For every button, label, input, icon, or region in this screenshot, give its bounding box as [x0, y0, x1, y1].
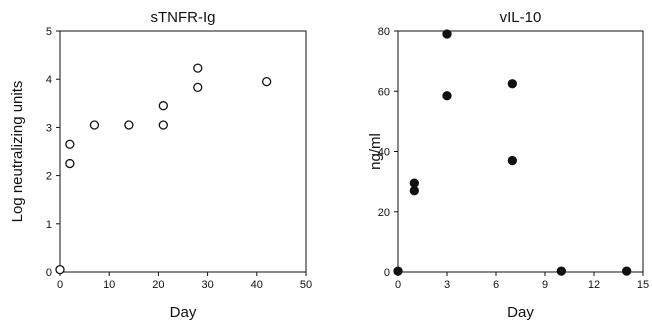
x-tick-label: 9	[542, 279, 548, 291]
y-tick-label: 5	[46, 26, 52, 38]
plot-frame	[59, 30, 307, 273]
x-tick-label: 12	[588, 279, 600, 291]
chart-title: sTNFR-Ig	[151, 9, 216, 26]
y-axis-label: ng/ml	[367, 133, 384, 170]
data-point	[158, 120, 168, 130]
x-tick-label: 6	[493, 279, 499, 291]
data-point	[409, 186, 419, 196]
chart-panel-vil-10: vIL-10 0 3 6 9 12 15 0 20 40 60 80 Day ng/ml	[367, 9, 649, 321]
x-tick-label: 3	[444, 279, 450, 291]
x-tick-label: 40	[251, 279, 263, 291]
chart-panel-stnfr-ig: sTNFR-Ig 0 10 20 30 40 50 0 1 2 3 4 5 Day Log neutrali…	[9, 9, 312, 321]
x-axis-label: Day	[507, 304, 534, 321]
x-tick-label: 30	[201, 279, 213, 291]
y-tick-label: 0	[46, 267, 52, 279]
data-point	[193, 63, 203, 73]
data-point	[65, 139, 75, 149]
data-point	[261, 76, 272, 87]
data-point	[65, 158, 75, 169]
data-point	[556, 266, 566, 276]
y-tick-label: 0	[384, 267, 390, 279]
y-tick-label: 40	[378, 147, 390, 159]
x-tick-label: 20	[152, 279, 164, 291]
y-tick-label: 60	[378, 86, 390, 98]
y-tick-label: 80	[378, 26, 390, 38]
x-tick-label: 0	[57, 279, 63, 291]
data-point	[158, 101, 168, 111]
x-tick-label: 10	[103, 279, 115, 291]
y-tick-label: 1	[46, 219, 52, 231]
x-tick-label: 15	[637, 279, 649, 291]
x-tick-label: 50	[300, 279, 312, 291]
data-point	[193, 82, 203, 93]
data-point	[124, 120, 134, 130]
y-tick-label: 3	[46, 122, 52, 134]
y-tick-label: 2	[46, 171, 52, 183]
x-tick-label: 0	[395, 279, 401, 291]
data-point	[55, 264, 65, 275]
y-tick-label: 4	[46, 74, 52, 86]
y-axis-label: Log neutralizing units	[9, 81, 26, 223]
data-point	[622, 266, 632, 276]
x-axis-label: Day	[170, 304, 197, 321]
data-point	[442, 91, 452, 101]
data-point	[409, 178, 419, 188]
data-point	[393, 266, 403, 276]
data-point	[442, 29, 452, 39]
data-point	[507, 155, 517, 166]
data-point	[89, 120, 100, 130]
y-tick-label: 20	[378, 207, 390, 219]
data-point	[507, 79, 517, 89]
plot-frame	[397, 30, 644, 273]
chart-title: vIL-10	[500, 9, 542, 26]
